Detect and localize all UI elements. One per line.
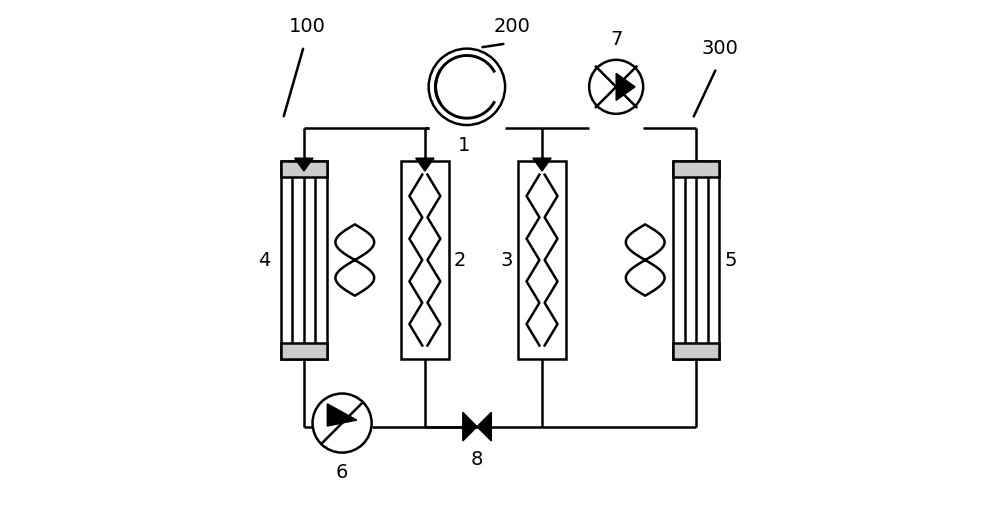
Polygon shape	[533, 158, 551, 171]
Bar	[401, 161, 449, 359]
Polygon shape	[295, 158, 313, 171]
Text: 100: 100	[289, 17, 325, 36]
Polygon shape	[616, 73, 635, 100]
Bar	[673, 344, 719, 359]
Bar	[673, 161, 719, 177]
Text: 2: 2	[454, 250, 466, 269]
Polygon shape	[416, 158, 434, 171]
Polygon shape	[463, 413, 477, 441]
Circle shape	[429, 48, 505, 125]
Text: 1: 1	[458, 136, 471, 155]
Text: 3: 3	[500, 250, 513, 269]
Text: 6: 6	[336, 464, 348, 483]
Bar	[673, 161, 719, 359]
Text: 4: 4	[258, 250, 271, 269]
Text: 300: 300	[701, 39, 738, 58]
Text: 200: 200	[493, 17, 530, 36]
Polygon shape	[477, 413, 491, 441]
Polygon shape	[327, 404, 357, 426]
Bar	[281, 344, 327, 359]
Bar	[281, 161, 327, 177]
Bar	[518, 161, 566, 359]
Text: 8: 8	[471, 450, 483, 469]
Bar	[281, 161, 327, 359]
Text: 5: 5	[724, 250, 737, 269]
Circle shape	[313, 393, 372, 453]
Circle shape	[589, 60, 643, 114]
Text: 7: 7	[610, 30, 622, 49]
